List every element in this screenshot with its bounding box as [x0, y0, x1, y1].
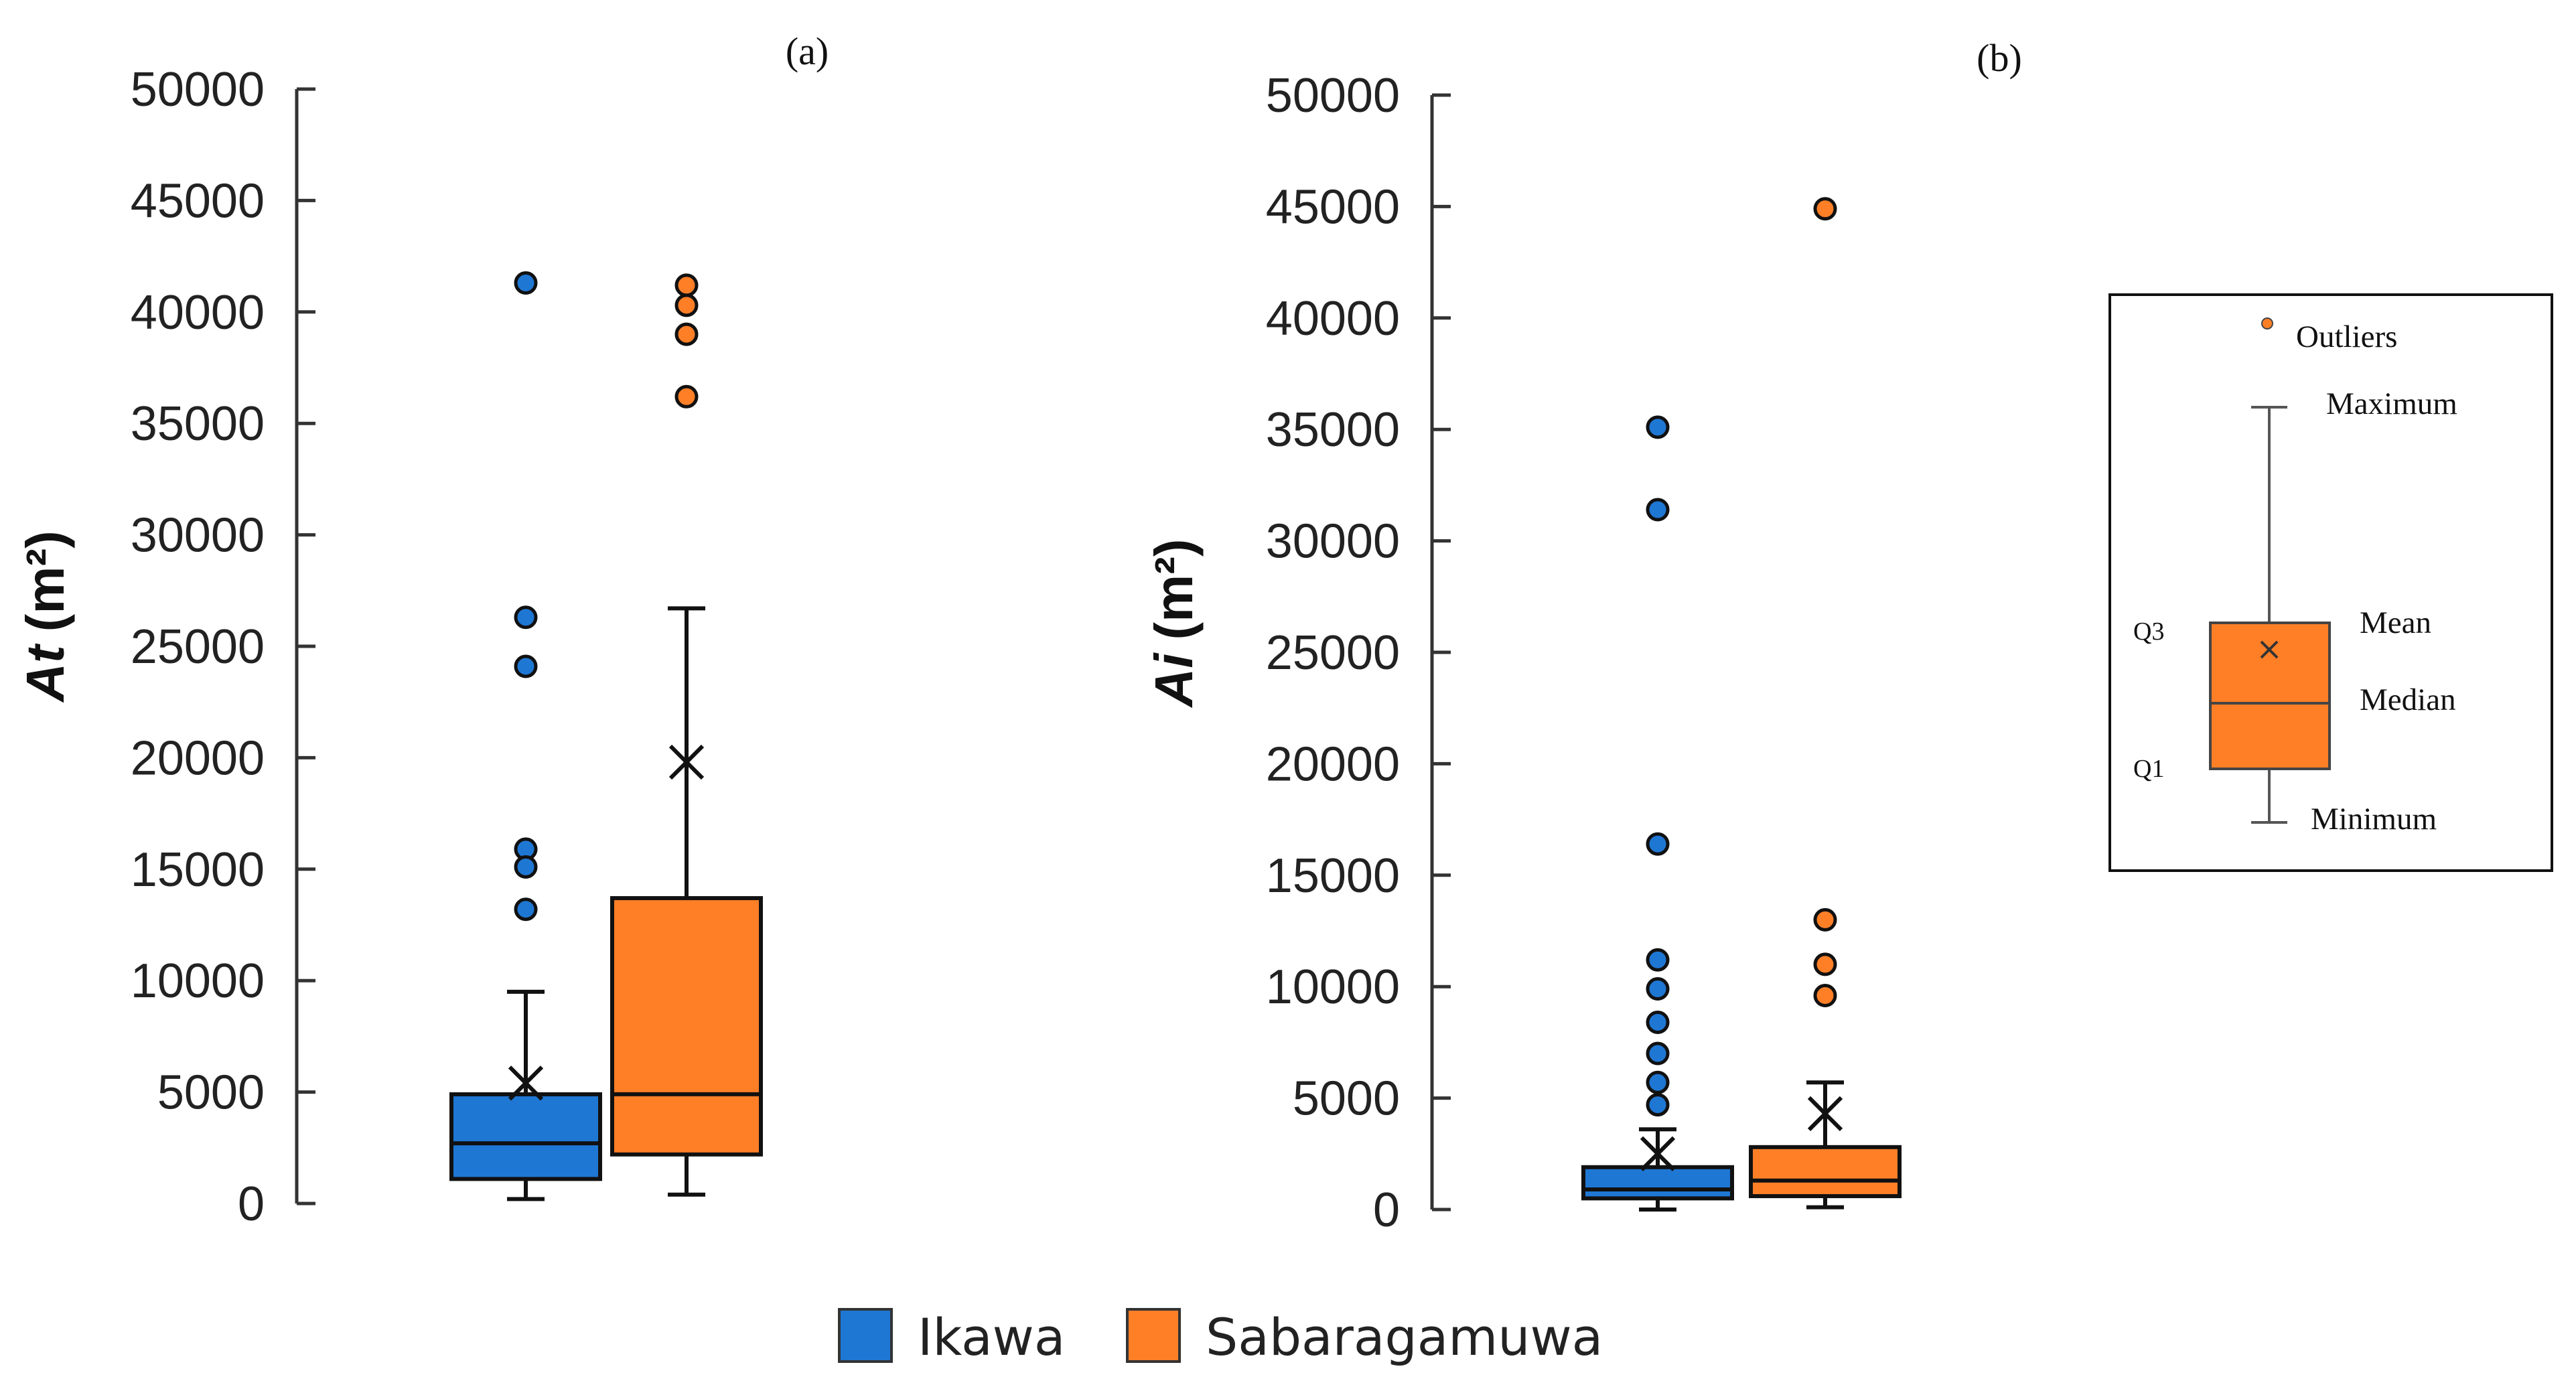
key-median-label: Median	[2360, 682, 2456, 717]
sabaragamuwa-box	[1749, 1145, 1902, 1199]
ikawa-outlier-point	[1646, 977, 1670, 1001]
y-tick-label: 45000	[131, 174, 265, 228]
box-key-legend: Outliers Maximum Q3 Mean Median Q1 Minim…	[2108, 293, 2553, 872]
y-tick-label: 0	[238, 1177, 265, 1231]
sabaragamuwa-mean-marker	[1807, 1096, 1843, 1132]
ikawa-mean-marker	[1640, 1136, 1676, 1171]
y-tick-label: 25000	[1266, 626, 1400, 680]
y-tick-label: 10000	[1266, 960, 1400, 1014]
ikawa-box	[1581, 1165, 1734, 1201]
key-maximum-label: Maximum	[2326, 386, 2457, 421]
legend-swatch-sabaragamuwa	[1126, 1308, 1181, 1363]
y-tick-label: 40000	[131, 286, 265, 340]
ikawa-outlier-point	[1646, 1070, 1670, 1094]
key-mean-label: Mean	[2360, 605, 2431, 640]
key-legend-frame	[2108, 293, 2553, 872]
key-outliers-label: Outliers	[2296, 319, 2397, 354]
panel-b-ylabel: Ai(m²)	[1144, 538, 1204, 708]
y-tick-label: 35000	[131, 397, 265, 451]
panel-a-title: (a)	[786, 29, 829, 73]
sabaragamuwa-box	[610, 896, 763, 1157]
sabaragamuwa-outlier-point	[674, 322, 699, 346]
panel-b-title: (b)	[1977, 36, 2022, 80]
key-box	[2209, 622, 2331, 770]
legend-label-ikawa: Ikawa	[918, 1307, 1065, 1367]
sabaragamuwa-outlier-point	[674, 293, 699, 317]
ikawa-outlier-point	[514, 855, 538, 879]
y-tick-label: 30000	[1266, 515, 1400, 569]
ikawa-box	[449, 1092, 602, 1181]
sabaragamuwa-outlier-point	[1813, 197, 1837, 221]
sabaragamuwa-outlier-point	[1813, 907, 1837, 932]
panel-a-chart: 0 5000 10000 15000 20000 25000 30000 35000 40000…	[131, 63, 763, 1231]
ikawa-outlier-point	[514, 271, 538, 295]
ikawa-outlier-point	[1646, 415, 1670, 439]
ikawa-outlier-point	[1646, 948, 1670, 972]
y-tick-label: 15000	[1266, 849, 1400, 903]
legend-swatch-ikawa	[838, 1308, 893, 1363]
panel-a-ylabel: At(m²)	[15, 530, 75, 703]
y-tick-label: 20000	[131, 731, 265, 785]
ikawa-mean-marker	[508, 1066, 544, 1101]
y-tick-label: 30000	[131, 509, 265, 563]
y-tick-label: 10000	[131, 954, 265, 1008]
key-outlier-marker	[2261, 317, 2273, 330]
ikawa-outlier-point	[514, 897, 538, 922]
y-tick-label: 5000	[157, 1066, 265, 1120]
key-minimum-label: Minimum	[2311, 802, 2437, 836]
sabaragamuwa-outlier-point	[1813, 984, 1837, 1008]
ikawa-outlier-point	[1646, 1041, 1670, 1066]
key-q3-label: Q3	[2133, 617, 2164, 646]
ikawa-outlier-point	[514, 654, 538, 678]
y-tick-label: 50000	[1266, 69, 1400, 123]
ikawa-outlier-point	[1646, 1093, 1670, 1117]
y-tick-label: 0	[1373, 1183, 1400, 1237]
y-tick-label: 40000	[1266, 292, 1400, 346]
ikawa-outlier-point	[1646, 498, 1670, 522]
panel-b-chart: 0 5000 10000 15000 20000 25000 30000 35000 40000…	[1266, 69, 1902, 1237]
y-tick-label: 25000	[131, 620, 265, 674]
ikawa-outlier-point	[1646, 1010, 1670, 1034]
sabaragamuwa-outlier-point	[1813, 952, 1837, 976]
y-tick-label: 15000	[131, 843, 265, 897]
sabaragamuwa-outlier-point	[674, 273, 699, 297]
y-tick-label: 50000	[131, 63, 265, 117]
ikawa-outlier-point	[1646, 832, 1670, 856]
y-tick-label: 5000	[1293, 1072, 1400, 1126]
y-tick-label: 45000	[1266, 180, 1400, 234]
sabaragamuwa-mean-marker	[668, 744, 705, 780]
key-q1-label: Q1	[2133, 755, 2164, 783]
sabaragamuwa-outlier-point	[674, 384, 699, 409]
key-mean-marker	[2260, 640, 2279, 659]
series-legend: Ikawa Sabaragamuwa	[838, 1307, 1603, 1367]
ikawa-outlier-point	[514, 605, 538, 630]
y-tick-label: 35000	[1266, 403, 1400, 457]
y-tick-label: 20000	[1266, 737, 1400, 791]
legend-label-sabaragamuwa: Sabaragamuwa	[1206, 1307, 1603, 1367]
